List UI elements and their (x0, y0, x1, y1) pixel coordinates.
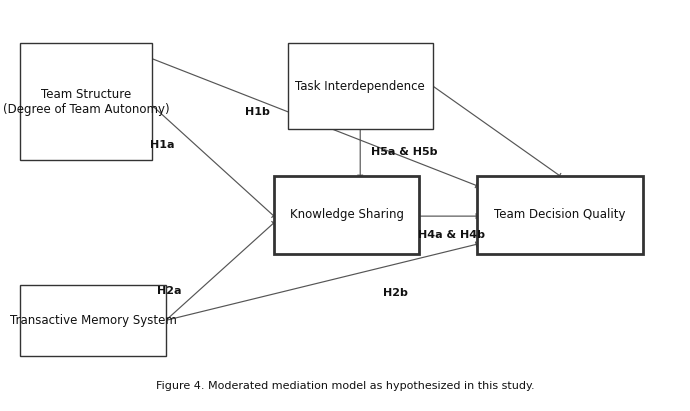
Text: Team Decision Quality: Team Decision Quality (494, 208, 625, 222)
Text: H5a & H5b: H5a & H5b (371, 148, 437, 157)
Text: H2a: H2a (157, 286, 181, 296)
Text: H4a & H4b: H4a & H4b (418, 230, 485, 240)
Text: Task Interdependence: Task Interdependence (295, 80, 425, 92)
FancyBboxPatch shape (477, 176, 642, 254)
FancyBboxPatch shape (274, 176, 420, 254)
FancyBboxPatch shape (21, 285, 166, 356)
FancyBboxPatch shape (21, 43, 152, 160)
Text: Transactive Memory System: Transactive Memory System (10, 314, 177, 327)
Text: H1a: H1a (150, 140, 175, 150)
Text: H1b: H1b (245, 107, 270, 118)
Text: Knowledge Sharing: Knowledge Sharing (290, 208, 404, 222)
Text: H2b: H2b (383, 288, 408, 298)
FancyBboxPatch shape (288, 43, 433, 129)
Text: Team Structure
(Degree of Team Autonomy): Team Structure (Degree of Team Autonomy) (3, 88, 170, 116)
Text: Figure 4. Moderated mediation model as hypothesized in this study.: Figure 4. Moderated mediation model as h… (156, 381, 534, 390)
